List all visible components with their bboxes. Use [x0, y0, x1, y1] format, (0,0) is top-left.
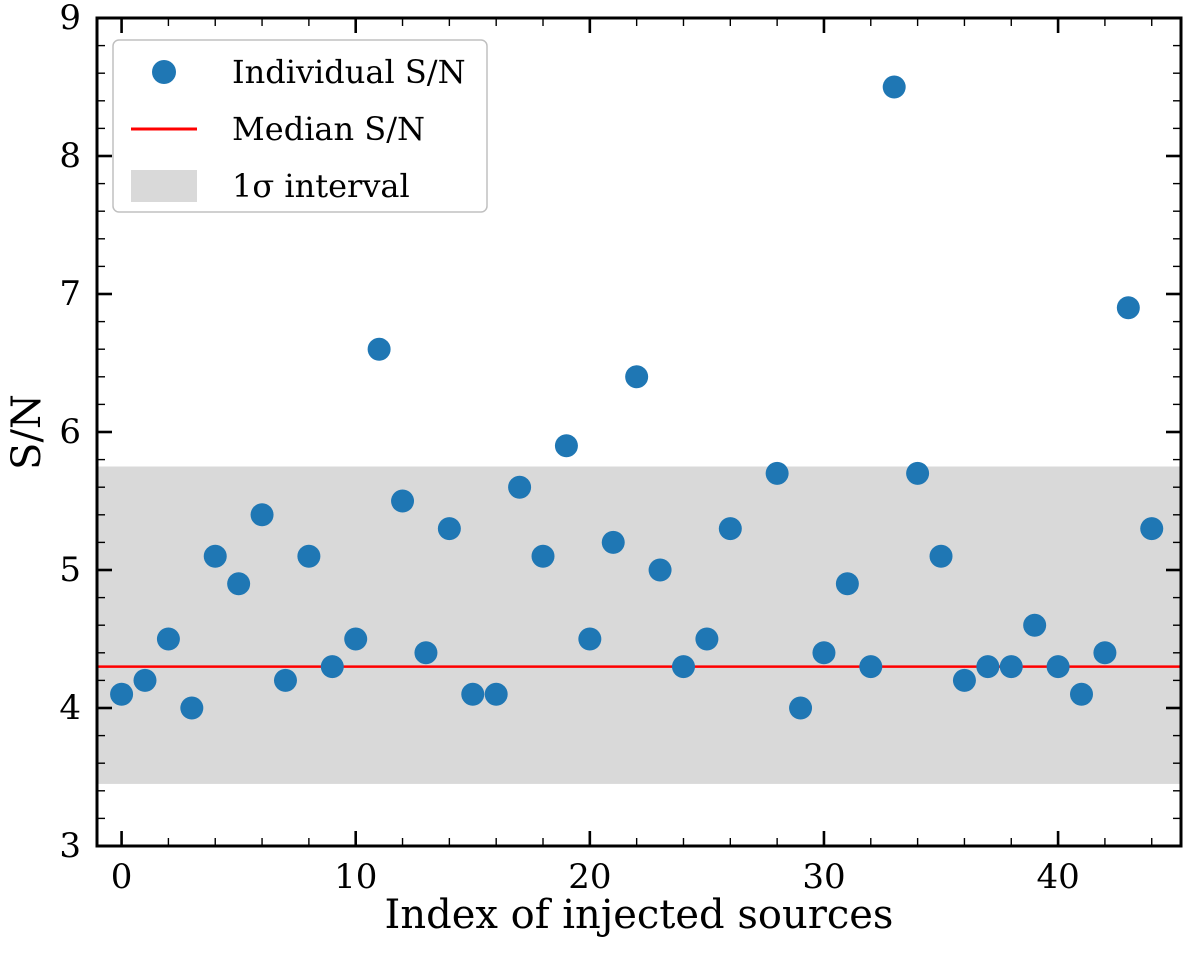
scatter-point: [227, 572, 251, 596]
legend: Individual S/N Median S/N 1σ interval: [112, 39, 488, 213]
legend-label: Individual S/N: [232, 53, 466, 91]
legend-label: 1σ interval: [232, 167, 410, 205]
scatter-point: [320, 655, 344, 679]
scatter-point: [461, 682, 485, 706]
scatter-point: [273, 668, 297, 692]
scatter-point: [976, 655, 1000, 679]
scatter-point: [812, 641, 836, 665]
scatter-point: [133, 668, 157, 692]
scatter-point: [531, 544, 555, 568]
scatter-point: [671, 655, 695, 679]
scatter-point: [929, 544, 953, 568]
scatter-point: [110, 682, 134, 706]
scatter-point: [344, 627, 368, 651]
x-axis-label: Index of injected sources: [385, 892, 894, 938]
scatter-point: [156, 627, 180, 651]
scatter-point: [1140, 517, 1164, 541]
sigma-band: [97, 466, 1181, 784]
y-tick-label: 9: [59, 0, 81, 38]
scatter-point: [1116, 296, 1140, 320]
scatter-point: [1023, 613, 1047, 637]
scatter-point: [882, 75, 906, 99]
scatter-point: [906, 461, 930, 485]
scatter-point: [180, 696, 204, 720]
x-tick-label: 40: [1036, 857, 1079, 897]
scatter-point: [789, 696, 813, 720]
x-tick-label: 30: [802, 857, 845, 897]
y-axis-label: S/N: [4, 394, 50, 470]
y-tick-label: 4: [59, 688, 81, 728]
scatter-point: [297, 544, 321, 568]
y-tick-label: 5: [59, 550, 81, 590]
scatter-point: [414, 641, 438, 665]
scatter-point: [1093, 641, 1117, 665]
scatter-point: [765, 461, 789, 485]
scatter-point: [391, 489, 415, 513]
scatter-point: [367, 337, 391, 361]
scatter-point: [250, 503, 274, 527]
legend-box: [112, 39, 488, 213]
scatter-point: [999, 655, 1023, 679]
scatter-point: [554, 434, 578, 458]
scatter-point: [835, 572, 859, 596]
x-tick-label: 20: [568, 857, 611, 897]
scatter-point: [718, 517, 742, 541]
y-tick-label: 6: [59, 412, 81, 452]
scatter-point: [437, 517, 461, 541]
x-tick-label: 0: [111, 857, 133, 897]
scatter-point: [625, 365, 649, 389]
scatter-point: [203, 544, 227, 568]
legend-label: Median S/N: [232, 110, 425, 148]
scatter-point: [578, 627, 602, 651]
x-tick-label: 10: [334, 857, 377, 897]
scatter-point: [601, 530, 625, 554]
y-tick-label: 3: [59, 826, 81, 866]
scatter-point: [952, 668, 976, 692]
y-tick-label: 8: [59, 136, 81, 176]
scatter-point: [1069, 682, 1093, 706]
scatter-point: [648, 558, 672, 582]
scatter-point: [508, 475, 532, 499]
scatter-point: [695, 627, 719, 651]
scatter-point: [859, 655, 883, 679]
legend-marker-icon: [152, 60, 176, 84]
scatter-point: [484, 682, 508, 706]
scatter-point: [1046, 655, 1070, 679]
legend-patch-icon: [131, 170, 197, 202]
y-tick-label: 7: [59, 274, 81, 314]
